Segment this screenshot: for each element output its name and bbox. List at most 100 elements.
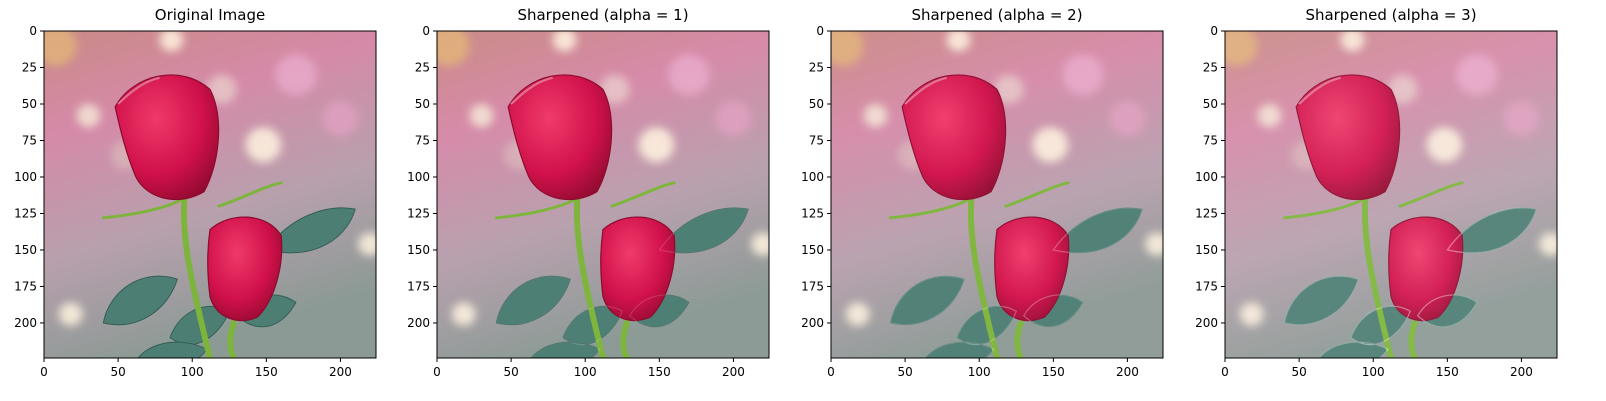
x-tick-label: 50 [897,365,912,379]
axes: 0 50 100 150 200 0 25 50 75 100 125 150 175 200 [1195,24,1558,379]
sharpen-overlay [1225,31,1557,359]
y-tick-label: 25 [1203,60,1218,74]
stems [101,181,283,359]
panel-sharpened-alpha-1: Sharpened (alpha = 1) 0 50 100 150 200 0 25 50 7… [393,0,785,401]
leaves [102,207,356,359]
sharpen-overlay [495,207,749,359]
axes-frame [830,30,1164,359]
stems [1282,181,1464,359]
y-tick-label: 125 [1195,206,1218,220]
x-tick-label: 200 [329,365,352,379]
y-tick-label: 125 [14,206,37,220]
y-tick-label: 50 [809,97,824,111]
y-tick-label: 125 [801,206,824,220]
y-tick-label: 25 [809,60,824,74]
axes: 0 50 100 150 200 0 25 50 75 100 125 150 175 200 [801,24,1164,379]
x-tick-label: 200 [1510,365,1533,379]
rose-image [831,31,1164,359]
y-tick-label: 150 [801,243,824,257]
y-tick-label: 100 [14,170,37,184]
stems [888,181,1070,359]
rose-image [1225,31,1558,359]
x-tick-label: 50 [503,365,518,379]
roses [114,74,283,322]
y-tick-label: 175 [801,279,824,293]
y-tick-label: 25 [22,60,37,74]
x-tick-label: 150 [648,365,671,379]
axes: 0 50 100 150 200 0 25 50 75 100 125 150 175 200 [14,24,377,379]
x-tick-label: 0 [827,365,835,379]
small-rose [1388,216,1464,322]
x-tick-label: 150 [1436,365,1459,379]
x-tick-label: 100 [1362,365,1385,379]
y-tick-label: 0 [816,24,824,38]
x-tick-label: 0 [40,365,48,379]
axes-frame [43,30,377,359]
rose-image [437,31,770,359]
x-tick-label: 150 [1042,365,1065,379]
small-rose [207,216,283,322]
panel-original: Original Image 0 50 100 150 200 0 25 50 75 100 125… [0,0,392,401]
y-tick-label: 200 [14,316,37,330]
sharpen-overlay [889,207,1143,359]
panel-sharpened-alpha-2: Sharpened (alpha = 2) 0 50 100 150 200 0 25 50 7… [787,0,1179,401]
large-rose [114,74,220,201]
large-rose [507,74,613,201]
y-tick-label: 0 [422,24,430,38]
bokeh-lights [437,31,770,326]
x-tick-label: 50 [110,365,125,379]
axes-frame [436,30,770,359]
y-tick-label: 100 [801,170,824,184]
x-tick-label: 0 [1221,365,1229,379]
y-tick-label: 200 [1195,316,1218,330]
y-tick-label: 200 [801,316,824,330]
small-rose [994,216,1070,322]
y-tick-label: 175 [14,279,37,293]
roses [901,74,1070,322]
y-tick-label: 75 [1203,133,1218,147]
y-tick-label: 175 [1195,279,1218,293]
x-tick-label: 100 [181,365,204,379]
y-tick-label: 125 [407,206,430,220]
y-tick-label: 75 [22,133,37,147]
small-rose [600,216,676,322]
panel-sharpened-alpha-3: Sharpened (alpha = 3) 0 50 100 150 200 0 25 50 7… [1181,0,1573,401]
roses [507,74,676,322]
x-tick-label: 0 [433,365,441,379]
panel-title: Sharpened (alpha = 2) [911,6,1083,24]
large-rose [1295,74,1401,201]
y-tick-label: 50 [415,97,430,111]
y-tick-label: 200 [407,316,430,330]
x-tick-label: 200 [1116,365,1139,379]
rose-image [44,31,377,359]
y-tick-label: 100 [1195,170,1218,184]
bokeh-lights [44,31,377,326]
y-tick-label: 150 [14,243,37,257]
x-tick-label: 150 [255,365,278,379]
panel-title: Sharpened (alpha = 1) [517,6,689,24]
y-tick-label: 175 [407,279,430,293]
y-tick-label: 150 [407,243,430,257]
y-tick-label: 75 [809,133,824,147]
bokeh-lights [1225,31,1558,326]
x-tick-label: 200 [722,365,745,379]
y-tick-label: 0 [1210,24,1218,38]
panel-title: Original Image [154,6,266,24]
leaves [889,207,1143,359]
axes: 0 50 100 150 200 0 25 50 75 100 125 150 175 200 [407,24,770,379]
y-tick-label: 150 [1195,243,1218,257]
panel-title: Sharpened (alpha = 3) [1305,6,1477,24]
y-tick-label: 75 [415,133,430,147]
y-tick-label: 100 [407,170,430,184]
x-tick-label: 100 [968,365,991,379]
x-tick-label: 100 [574,365,597,379]
y-tick-label: 0 [29,24,37,38]
y-tick-label: 50 [22,97,37,111]
stems [494,181,676,359]
large-rose [901,74,1007,201]
x-tick-label: 50 [1291,365,1306,379]
y-tick-label: 50 [1203,97,1218,111]
axes-frame [1224,30,1558,359]
y-tick-label: 25 [415,60,430,74]
